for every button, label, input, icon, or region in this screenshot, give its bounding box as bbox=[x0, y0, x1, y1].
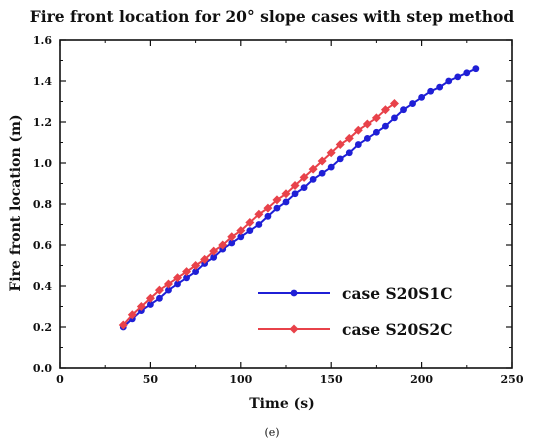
series-2-point bbox=[272, 195, 282, 205]
series-1-point bbox=[165, 286, 172, 294]
series-1 bbox=[119, 65, 480, 331]
series-2-point bbox=[380, 105, 390, 115]
x-axis-label: Time (s) bbox=[249, 396, 314, 412]
legend-label: case S20S1C bbox=[342, 284, 453, 303]
series-1-point bbox=[345, 149, 353, 157]
series-1-point bbox=[264, 212, 272, 220]
series-1-point bbox=[156, 294, 163, 302]
series-1-point bbox=[373, 128, 380, 136]
series-2-point bbox=[335, 140, 345, 150]
series-2-point bbox=[362, 119, 372, 129]
series-1-point bbox=[237, 233, 245, 241]
series-1-line bbox=[122, 67, 477, 328]
x-tick-label: 100 bbox=[229, 373, 252, 386]
legend-label: case S20S2C bbox=[342, 320, 453, 339]
series-2-point bbox=[326, 148, 336, 158]
series-2-point bbox=[245, 217, 255, 227]
series-1-point bbox=[300, 184, 308, 192]
x-tick-label: 0 bbox=[56, 373, 64, 386]
series-1-point bbox=[183, 274, 190, 282]
y-tick-label: 1.4 bbox=[33, 75, 52, 88]
series-2-point bbox=[173, 273, 183, 283]
series-1-point bbox=[472, 65, 480, 73]
series-1-point bbox=[391, 114, 398, 122]
x-tick-label: 250 bbox=[501, 373, 524, 386]
series-1-point bbox=[354, 141, 362, 148]
series-2-point bbox=[317, 156, 327, 166]
series-2-point bbox=[191, 261, 201, 270]
legend-item-1: case S20S1C bbox=[258, 284, 453, 303]
series-1-point bbox=[363, 135, 371, 142]
series-2-point bbox=[218, 240, 228, 250]
series-1-point bbox=[436, 83, 444, 91]
series-1-point bbox=[147, 301, 154, 308]
series-1-point bbox=[463, 69, 471, 77]
figure-caption: (e) bbox=[264, 426, 279, 439]
legend-item-2: case S20S2C bbox=[258, 320, 453, 339]
series-1-point bbox=[210, 253, 218, 261]
series-1-point bbox=[327, 163, 335, 171]
series-1-point bbox=[309, 176, 317, 183]
series-2-point bbox=[127, 310, 137, 320]
series-1-point bbox=[291, 190, 299, 198]
chart-title: Fire front location for 20° slope cases … bbox=[30, 7, 515, 26]
series-1-point bbox=[192, 268, 200, 276]
y-tick-label: 0.4 bbox=[33, 280, 52, 293]
series-2-point bbox=[145, 293, 155, 303]
series-2-point bbox=[154, 285, 164, 295]
series-1-point bbox=[273, 204, 281, 212]
series-2-point bbox=[344, 133, 354, 143]
plot-area bbox=[118, 65, 480, 331]
series-2-point bbox=[236, 226, 246, 236]
legend-swatch-marker bbox=[289, 324, 299, 334]
series-2-point bbox=[118, 320, 128, 330]
series-1-point bbox=[409, 100, 416, 107]
axes: 0 50 100 150 200 250 0.0 0.2 0.4 0.6 0.8 1.0 1.2 1.4 1… bbox=[33, 34, 524, 386]
y-tick-label: 0.6 bbox=[33, 239, 52, 252]
y-tick-label: 1.6 bbox=[33, 34, 52, 47]
legend: case S20S1C case S20S2C bbox=[258, 284, 453, 339]
series-1-point bbox=[454, 73, 462, 81]
series-2-point bbox=[353, 125, 363, 135]
series-1-point bbox=[382, 122, 389, 130]
legend-swatch-marker bbox=[290, 289, 298, 297]
series-2 bbox=[118, 99, 399, 330]
series-2-point bbox=[163, 279, 173, 289]
series-1-point bbox=[255, 221, 263, 228]
y-tick-label: 0.8 bbox=[33, 198, 52, 211]
series-2-point bbox=[209, 246, 219, 256]
x-tick-label: 50 bbox=[143, 373, 159, 386]
series-2-point bbox=[371, 113, 381, 123]
series-1-point bbox=[400, 106, 407, 114]
series-2-point bbox=[200, 254, 210, 264]
series-1-point bbox=[336, 155, 344, 163]
series-1-point bbox=[174, 280, 181, 288]
x-tick-label: 200 bbox=[410, 373, 433, 386]
series-2-point bbox=[281, 189, 291, 199]
x-tick-label: 150 bbox=[320, 373, 343, 386]
series-2-point bbox=[136, 302, 146, 311]
y-tick-label: 1.2 bbox=[33, 116, 52, 129]
y-tick-label: 1.0 bbox=[33, 157, 52, 170]
series-1-point bbox=[427, 87, 435, 95]
series-2-point bbox=[290, 181, 300, 191]
series-2-point bbox=[227, 232, 237, 242]
y-tick-label: 0.0 bbox=[33, 362, 52, 375]
series-1-point bbox=[445, 77, 453, 85]
series-1-point bbox=[318, 169, 326, 177]
series-2-point bbox=[299, 172, 309, 182]
series-1-point bbox=[246, 227, 254, 235]
series-1-point bbox=[282, 198, 290, 206]
series-2-point bbox=[389, 99, 399, 109]
series-2-point bbox=[182, 267, 192, 277]
series-2-point bbox=[254, 209, 264, 219]
series-2-point bbox=[308, 164, 318, 174]
y-axis-label: Fire front location (m) bbox=[8, 114, 24, 291]
series-2-point bbox=[263, 203, 273, 213]
y-tick-label: 0.2 bbox=[33, 321, 52, 334]
series-1-point bbox=[228, 239, 236, 247]
series-1-point bbox=[418, 94, 425, 101]
